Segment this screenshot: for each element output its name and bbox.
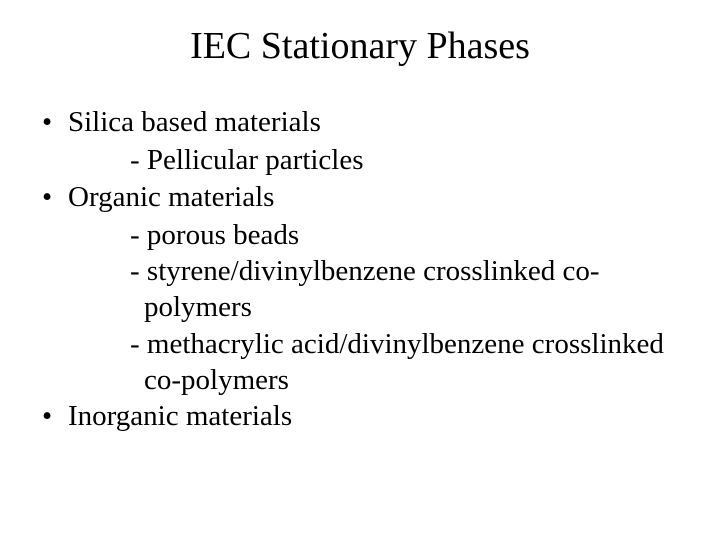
bullet-text: Inorganic materials [68, 398, 680, 434]
slide: IEC Stationary Phases • Silica based mat… [0, 0, 720, 540]
sub-item: - porous beads [130, 217, 680, 253]
bullet-icon: • [40, 104, 68, 140]
sub-item: - methacrylic acid/divinylbenzene crossl… [130, 326, 680, 399]
sub-item: - styrene/divinylbenzene crosslinked co-… [130, 253, 680, 326]
bullet-icon: • [40, 398, 68, 434]
bullet-item: • Inorganic materials [40, 398, 680, 434]
slide-title: IEC Stationary Phases [40, 24, 680, 68]
bullet-item: • Organic materials [40, 179, 680, 215]
bullet-text: Silica based materials [68, 104, 680, 140]
sub-item: - Pellicular particles [130, 142, 680, 178]
bullet-icon: • [40, 179, 68, 215]
bullet-text: Organic materials [68, 179, 680, 215]
slide-body: • Silica based materials - Pellicular pa… [40, 104, 680, 434]
bullet-item: • Silica based materials [40, 104, 680, 140]
